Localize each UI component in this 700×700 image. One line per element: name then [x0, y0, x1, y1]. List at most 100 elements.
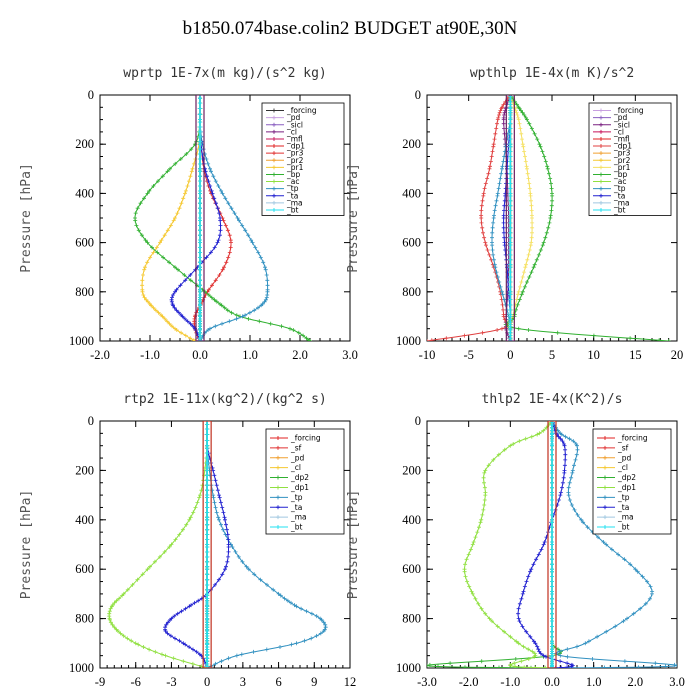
series-marker: [547, 171, 551, 176]
series-marker: [183, 188, 188, 193]
series-marker: [225, 532, 230, 537]
series-marker: [522, 113, 527, 117]
series-marker: [562, 463, 567, 468]
series-marker: [546, 225, 551, 230]
series-marker: [173, 636, 177, 641]
series-marker: [228, 245, 233, 250]
series-marker: [526, 574, 531, 579]
series-marker: [121, 633, 126, 638]
legend-marker: [272, 165, 276, 170]
series-marker: [112, 625, 117, 630]
series-marker: [572, 463, 576, 468]
series-marker: [205, 422, 210, 427]
series-marker: [265, 278, 270, 283]
series-marker: [521, 644, 526, 649]
series-marker: [192, 161, 196, 166]
series-marker: [208, 250, 213, 255]
series-marker: [534, 557, 539, 562]
x-tick-label: 3.0: [342, 348, 358, 362]
series-marker: [160, 174, 165, 179]
series-marker: [285, 598, 290, 603]
series-marker: [550, 535, 554, 540]
legend-marker: [272, 108, 276, 113]
series-marker: [314, 633, 319, 638]
series-marker: [279, 324, 284, 329]
series-marker: [565, 661, 570, 666]
series-marker: [590, 657, 595, 661]
legend-label: _pd: [617, 453, 632, 462]
series-marker: [135, 206, 140, 211]
series-marker: [481, 230, 485, 235]
series-marker: [217, 273, 222, 277]
series-marker: [183, 333, 188, 338]
series-marker: [520, 289, 525, 294]
series-marker: [205, 483, 210, 488]
series-marker: [218, 223, 223, 228]
legend-marker: [272, 200, 276, 205]
series-marker: [500, 292, 505, 297]
series-marker: [540, 243, 545, 248]
legend-marker: [603, 515, 607, 520]
series-marker: [462, 333, 467, 338]
series-marker: [198, 196, 202, 201]
series-marker: [141, 293, 146, 297]
series-marker: [508, 154, 513, 159]
series-marker: [218, 500, 223, 505]
series-marker: [206, 328, 210, 332]
series-marker: [198, 112, 202, 117]
series-marker: [427, 663, 429, 668]
series-marker: [539, 547, 544, 552]
series-marker: [198, 179, 202, 184]
panel-4: thlp2 1E-4x(K^2)/s Pressure [hPa] -3.0 -2.0…: [346, 392, 685, 689]
series-marker: [261, 260, 266, 265]
legend-marker: [276, 495, 280, 500]
series-marker: [216, 515, 221, 520]
series-marker: [195, 500, 200, 505]
series-marker: [171, 303, 175, 308]
series-marker: [114, 598, 119, 603]
series-marker: [550, 542, 554, 547]
series-marker: [188, 515, 193, 520]
series-marker: [613, 624, 618, 629]
series-marker: [522, 665, 527, 668]
legend-marker: [603, 495, 607, 500]
series-marker: [517, 297, 522, 302]
series-marker: [563, 447, 568, 452]
series-marker: [264, 295, 269, 300]
series-marker: [479, 517, 484, 522]
series-marker: [543, 665, 548, 668]
series-marker: [494, 198, 499, 203]
figure-title: b1850.074base.colin2 BUDGET at90E,30N: [182, 18, 518, 39]
series-marker: [502, 629, 507, 634]
legend-label: _bt: [617, 523, 630, 532]
series-marker: [221, 510, 226, 515]
series-marker: [521, 589, 526, 594]
series-marker: [223, 517, 227, 522]
series-marker: [572, 507, 577, 512]
series-marker: [205, 666, 210, 668]
series-marker: [155, 250, 160, 255]
series-marker: [481, 507, 486, 512]
series-marker: [205, 446, 210, 451]
series-marker: [211, 468, 216, 473]
series-marker: [232, 211, 237, 216]
series-marker: [536, 552, 541, 557]
legend-marker: [603, 475, 607, 480]
series-marker: [550, 552, 554, 557]
series-marker: [246, 233, 251, 238]
series-marker: [198, 184, 202, 188]
series-marker: [497, 280, 502, 284]
x-tick-label: 10: [587, 348, 600, 362]
legend-label: _cl: [286, 127, 297, 136]
series-marker: [117, 596, 122, 601]
series-marker: [180, 314, 185, 319]
series-marker: [566, 493, 571, 498]
series-marker: [503, 186, 508, 191]
series-marker: [508, 443, 513, 448]
series-marker: [191, 510, 196, 515]
series-marker: [167, 545, 172, 549]
series-marker: [497, 113, 501, 117]
series-marker: [140, 289, 145, 294]
series-marker: [318, 631, 323, 636]
series-marker: [529, 203, 534, 208]
